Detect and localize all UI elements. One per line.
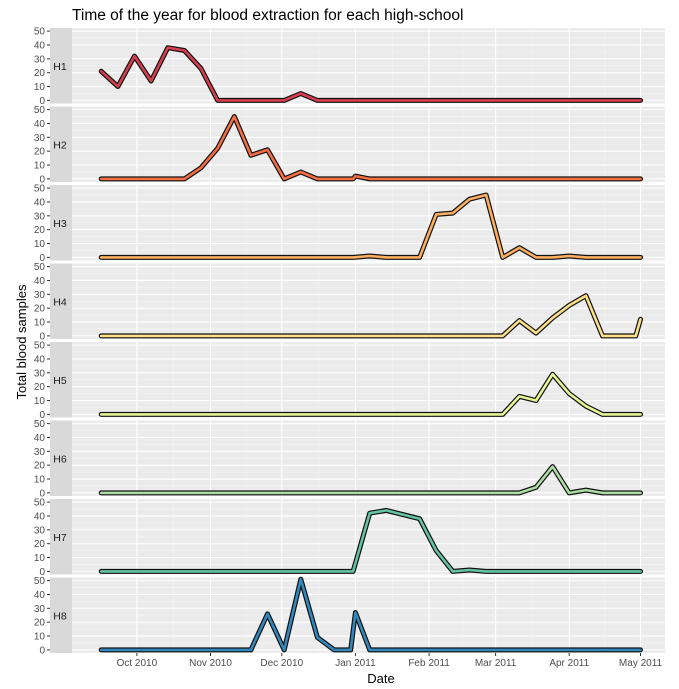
- y-tick-label: 30: [34, 211, 46, 222]
- y-tick-label: 50: [34, 419, 46, 430]
- series-line: [99, 577, 642, 652]
- y-tick-label: 10: [34, 161, 46, 172]
- y-tick-label: 10: [34, 396, 46, 407]
- y-tick-label: 0: [39, 410, 45, 421]
- x-axis-title: Date: [367, 671, 394, 686]
- y-tick-label: 10: [34, 553, 46, 564]
- x-axis: Oct 2010 Nov 2010 Dec 2010 Jan 2011 Feb 2011…: [117, 653, 663, 669]
- y-tick-label: 40: [34, 119, 46, 130]
- y-tick-label: 20: [34, 225, 46, 236]
- y-tick-label: 40: [34, 276, 46, 287]
- y-tick-label: 30: [34, 368, 46, 379]
- y-tick-label: 10: [34, 239, 46, 250]
- y-tick-label: 0: [39, 645, 45, 656]
- y-tick-label: 50: [34, 262, 46, 273]
- facet-strip: [50, 577, 72, 653]
- y-tick-label: 10: [34, 82, 46, 93]
- facet-strip: [50, 106, 72, 182]
- y-tick-label: 0: [39, 174, 45, 185]
- y-tick-label: 0: [39, 567, 45, 578]
- y-tick-label: 20: [34, 304, 46, 315]
- y-tick-label: 50: [34, 576, 46, 587]
- series-line: [99, 294, 642, 338]
- series-line: [99, 46, 642, 102]
- y-tick-label: 40: [34, 433, 46, 444]
- facet-strip: [50, 28, 72, 104]
- y-tick-label: 0: [39, 488, 45, 499]
- y-tick-label: 20: [34, 618, 46, 629]
- series-line: [99, 509, 642, 573]
- y-tick-label: 10: [34, 475, 46, 486]
- y-tick-label: 50: [34, 498, 46, 509]
- x-tick-label: Apr 2011: [549, 658, 589, 669]
- facet-panel-h5: H5 0 10 20 30 40 50: [34, 341, 665, 421]
- facet-strip: [50, 185, 72, 261]
- facet-panel-h6: H6 0 10 20 30 40 50: [34, 419, 665, 499]
- y-tick-label: 50: [34, 105, 46, 116]
- facet-strip-label: H4: [53, 296, 67, 308]
- facet-panels: H101020304050H201020304050H301020304050H…: [34, 27, 665, 656]
- y-tick-label: 0: [39, 96, 45, 107]
- x-tick-label: Mar 2011: [475, 658, 517, 669]
- x-tick-label: Feb 2011: [408, 658, 450, 669]
- chart-title: Time of the year for blood extraction fo…: [72, 7, 463, 24]
- y-tick-label: 30: [34, 133, 46, 144]
- y-tick-label: 20: [34, 461, 46, 472]
- y-tick-label: 10: [34, 318, 46, 329]
- y-tick-label: 40: [34, 197, 46, 208]
- facet-panel-h1: H1 0 10 20 30 40 50: [34, 27, 665, 107]
- y-tick-label: 50: [34, 27, 46, 38]
- y-tick-label: 30: [34, 604, 46, 615]
- y-tick-label: 20: [34, 147, 46, 158]
- series-line: [99, 372, 642, 416]
- y-tick-label: 20: [34, 539, 46, 550]
- x-tick-label: Nov 2010: [189, 658, 232, 669]
- y-tick-label: 0: [39, 253, 45, 264]
- y-tick-label: 0: [39, 331, 45, 342]
- y-tick-label: 20: [34, 382, 46, 393]
- y-tick-label: 30: [34, 525, 46, 536]
- y-tick-label: 30: [34, 290, 46, 301]
- facet-strip-label: H1: [53, 61, 67, 73]
- y-tick-label: 30: [34, 54, 46, 65]
- facet-strip: [50, 342, 72, 418]
- x-tick-label: May 2011: [619, 658, 663, 669]
- y-tick-label: 20: [34, 68, 46, 79]
- facet-strip: [50, 499, 72, 575]
- x-tick-label: Oct 2010: [117, 658, 158, 669]
- facet-strip: [50, 263, 72, 339]
- facet-panel-h4: H4 0 10 20 30 40 50: [34, 262, 665, 342]
- y-tick-label: 40: [34, 590, 46, 601]
- y-tick-label: 50: [34, 184, 46, 195]
- facet-strip-label: H8: [53, 610, 67, 622]
- x-tick-label: Dec 2010: [260, 658, 303, 669]
- y-tick-label: 40: [34, 40, 46, 51]
- y-tick-label: 40: [34, 511, 46, 522]
- y-tick-label: 50: [34, 341, 46, 352]
- y-axis-title: Total blood samples: [14, 284, 29, 399]
- x-tick-label: Jan 2011: [335, 658, 376, 669]
- y-tick-label: 40: [34, 354, 46, 365]
- facet-strip-label: H7: [53, 532, 67, 544]
- facet-panel-h3: H3 0 10 20 30 40 50: [34, 184, 665, 264]
- series-line: [99, 115, 642, 181]
- facet-strip-label: H3: [53, 218, 67, 230]
- facet-strip: [50, 420, 72, 496]
- facet-panel-h2: H2 0 10 20 30 40 50: [34, 105, 665, 185]
- facet-strip-label: H5: [53, 375, 67, 387]
- facet-panel-h7: H7 0 10 20 30 40 50: [34, 498, 665, 578]
- series-line: [99, 193, 642, 259]
- series-line: [99, 465, 642, 495]
- y-tick-label: 10: [34, 632, 46, 643]
- facet-strip-label: H2: [53, 139, 67, 151]
- facet-panel-h8: H8 0 10 20 30 40 50: [34, 576, 665, 656]
- y-tick-label: 30: [34, 447, 46, 458]
- facet-strip-label: H6: [53, 453, 67, 465]
